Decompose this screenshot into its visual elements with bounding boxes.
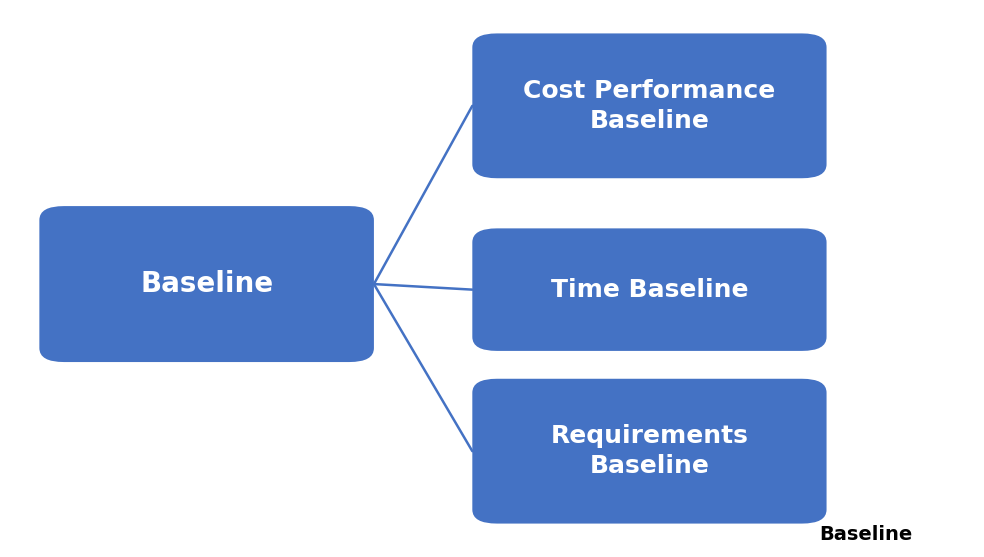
Text: Baseline: Baseline [140,270,274,298]
FancyBboxPatch shape [472,33,827,178]
Text: Time Baseline: Time Baseline [551,277,748,302]
FancyBboxPatch shape [472,379,827,524]
Text: Requirements
Baseline: Requirements Baseline [550,424,749,478]
FancyBboxPatch shape [39,206,374,362]
Text: Cost Performance
Baseline: Cost Performance Baseline [523,79,775,133]
Text: Baseline: Baseline [820,525,912,544]
FancyBboxPatch shape [472,228,827,351]
